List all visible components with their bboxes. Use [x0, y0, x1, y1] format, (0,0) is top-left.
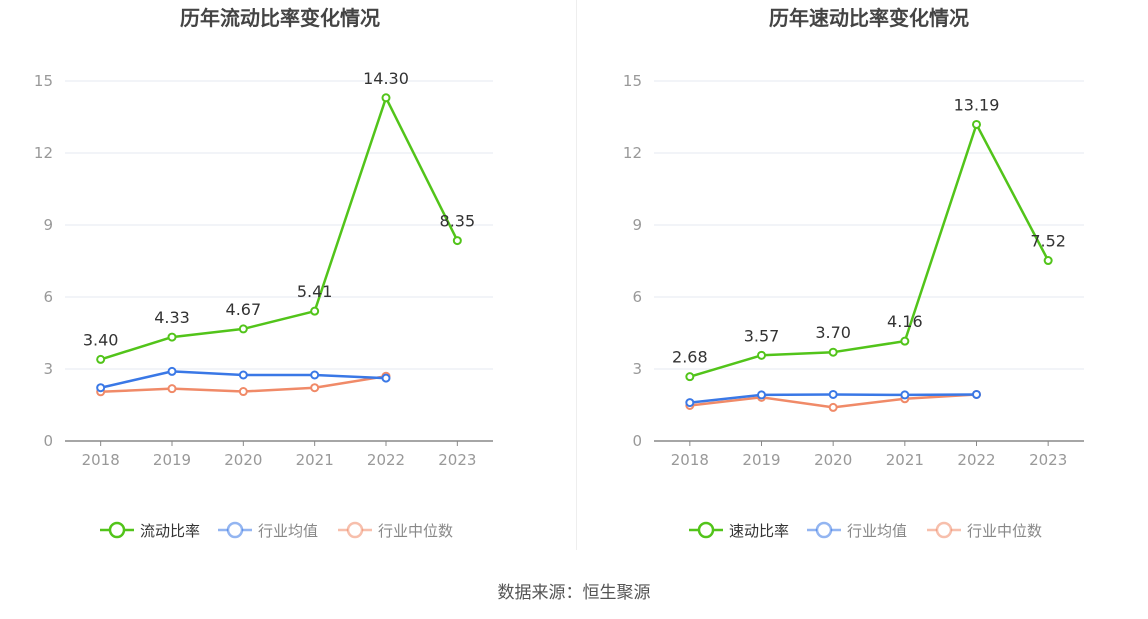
- legend-marker: [815, 521, 833, 539]
- y-tick-label: 15: [34, 72, 53, 90]
- legend-label: 速动比率: [729, 522, 789, 540]
- data-label: 4.16: [887, 312, 923, 331]
- y-tick-label: 3: [632, 360, 642, 378]
- y-tick-label: 9: [632, 216, 642, 234]
- series-line: [689, 123, 1050, 378]
- x-tick-label: 2018: [82, 451, 120, 469]
- data-point: [238, 387, 248, 397]
- x-tick-label: 2019: [742, 451, 780, 469]
- x-tick-label: 2023: [1029, 451, 1067, 469]
- x-tick-label: 2022: [367, 451, 405, 469]
- y-tick-label: 0: [43, 432, 53, 450]
- data-point: [310, 370, 320, 380]
- data-point: [828, 347, 838, 357]
- data-point: [238, 324, 248, 334]
- data-label: 14.30: [363, 69, 409, 88]
- legend-label: 流动比率: [140, 522, 200, 540]
- chart-title: 历年速动比率变化情况: [769, 6, 969, 30]
- y-tick-label: 0: [632, 432, 642, 450]
- data-point: [381, 373, 391, 383]
- data-label: 8.35: [440, 212, 476, 231]
- data-point: [685, 372, 695, 382]
- charts-svg: 历年流动比率变化情况 0 3 6 9 12 15 2018 2019 2020 2021 2022 20…: [34, 6, 1084, 540]
- x-tick-label: 2020: [814, 451, 852, 469]
- legend-marker: [935, 521, 953, 539]
- x-tick-label: 2021: [296, 451, 334, 469]
- y-tick-label: 3: [43, 360, 53, 378]
- x-tick-label: 2020: [224, 451, 262, 469]
- data-label: 13.19: [954, 95, 1000, 114]
- data-point: [167, 366, 177, 376]
- data-point: [900, 336, 910, 346]
- data-point: [972, 119, 981, 129]
- chart-divider: [576, 0, 577, 550]
- data-point: [828, 402, 838, 412]
- data-label: 3.57: [744, 326, 780, 345]
- y-tick-label: 15: [623, 72, 642, 90]
- data-point: [757, 350, 766, 360]
- legend-marker: [226, 521, 244, 539]
- x-tick-label: 2023: [438, 451, 476, 469]
- legend-label: 行业中位数: [967, 522, 1042, 540]
- data-point: [167, 384, 177, 394]
- data-point: [96, 383, 106, 393]
- legend-marker: [108, 521, 126, 539]
- data-point: [972, 389, 981, 399]
- chart-title: 历年流动比率变化情况: [180, 6, 380, 30]
- data-point: [900, 390, 910, 400]
- data-point: [452, 236, 462, 246]
- y-tick-label: 12: [623, 144, 642, 162]
- data-point: [685, 398, 695, 408]
- y-tick-label: 12: [34, 144, 53, 162]
- data-point: [238, 370, 248, 380]
- legend-label: 行业均值: [258, 522, 318, 540]
- y-tick-label: 6: [43, 288, 53, 306]
- data-point: [310, 306, 320, 316]
- series-line: [100, 96, 459, 361]
- y-tick-label: 6: [632, 288, 642, 306]
- data-point: [167, 332, 177, 342]
- data-point: [381, 93, 391, 103]
- data-label: 3.40: [83, 330, 119, 349]
- data-label: 4.67: [226, 300, 262, 319]
- legend-marker: [697, 521, 715, 539]
- x-tick-label: 2018: [671, 451, 709, 469]
- data-label: 4.33: [154, 308, 190, 327]
- legend-marker: [346, 521, 364, 539]
- data-point: [96, 354, 106, 364]
- data-label: 5.41: [297, 282, 333, 301]
- data-point: [1043, 256, 1053, 266]
- legend-label: 行业中位数: [378, 522, 453, 540]
- x-tick-label: 2019: [153, 451, 191, 469]
- data-label: 7.52: [1030, 232, 1066, 251]
- data-label: 3.70: [815, 323, 851, 342]
- data-source-text: 数据来源：恒生聚源: [497, 583, 651, 603]
- y-tick-label: 9: [43, 216, 53, 234]
- data-point: [828, 389, 838, 399]
- data-point: [310, 383, 320, 393]
- x-tick-label: 2021: [886, 451, 924, 469]
- data-label: 2.68: [672, 348, 708, 367]
- data-point: [757, 390, 766, 400]
- x-tick-label: 2022: [957, 451, 995, 469]
- legend-label: 行业均值: [847, 522, 907, 540]
